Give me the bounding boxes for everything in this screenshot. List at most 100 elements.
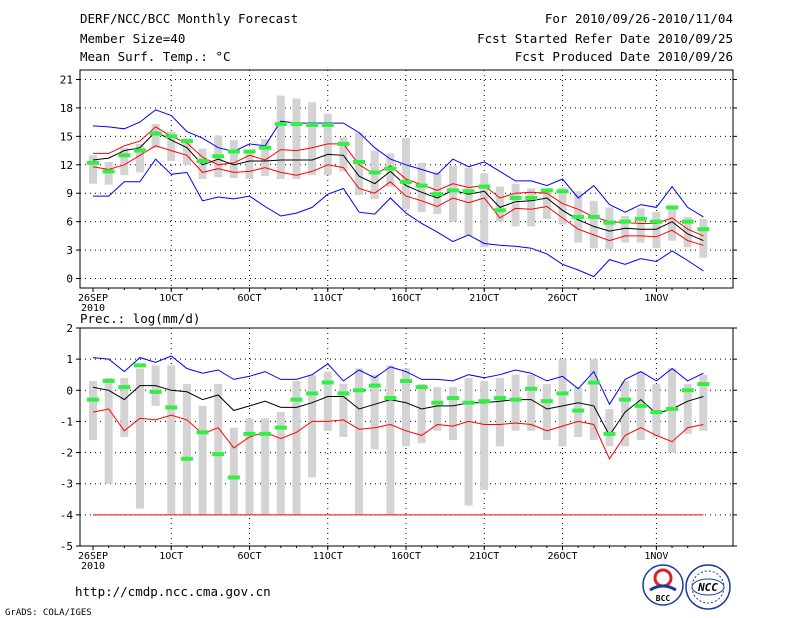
prec-ytick-label: 1 [66,353,73,366]
temp-box [167,131,176,161]
precip-label: Prec.: log(mm/d) [80,311,200,326]
prec-median-mark [243,431,256,436]
prec-box [308,374,317,478]
prec-box [370,374,379,450]
prec-median-mark [102,378,115,383]
temp-box [527,188,536,227]
prec-median-mark [634,403,647,408]
temp-box [151,124,160,148]
prec-box [167,365,176,515]
temp-box [668,207,677,241]
temp-median-mark [306,122,319,127]
temp-median-mark [353,159,366,164]
prec-box [527,374,536,431]
prec-median-mark [180,456,193,461]
temp-ytick-label: 0 [66,273,73,286]
temp-median-mark [525,195,538,200]
prec-median-mark [321,380,334,385]
temp-median-mark [634,216,647,221]
temp-median-mark [431,192,444,197]
prec-box [511,374,520,431]
prec-xtick-label: 16OCT [391,551,421,562]
prec-max-line [92,355,704,406]
temp-ytick-label: 15 [60,130,73,143]
prec-box [292,380,301,515]
prec-median-mark [462,400,475,405]
prec-median-mark [212,452,225,457]
prec-median-mark [196,430,209,435]
temp-median-mark [540,188,553,193]
prec-box [589,359,598,441]
temp-median-mark [368,170,381,175]
prec-median-mark [431,400,444,405]
temp-box [495,186,504,222]
temp-ytick-label: 12 [60,159,73,172]
prec-box [621,380,630,447]
temp-year-label: 2010 [81,303,105,314]
prec-median-mark [353,388,366,393]
produced-date: Fcst Produced Date 2010/09/26 [515,49,733,64]
prec-ytick-label: 0 [66,384,73,397]
temp-median-mark [118,153,131,158]
prec-median-mark [603,431,616,436]
temp-median-mark [384,166,397,171]
temp-median-mark [478,184,491,189]
prec-box [245,418,254,515]
temp-median-mark [462,189,475,194]
prec-median-mark [227,475,240,480]
temp-median-mark [446,188,459,193]
temp-xtick-label: 1OCT [159,293,183,304]
temperature-panel: 0 3 6 9 12 15 18 21 26SEP 1OCT 6OCT 11OCT 16OCT 21OCT… [60,69,737,314]
prec-box [214,384,223,515]
temp-ytick-label: 6 [66,216,73,229]
prec-xtick-label: 21OCT [469,551,499,562]
temp-median-mark [337,141,350,146]
temp-median-mark [666,205,679,210]
prec-median-mark [87,397,99,402]
prec-box [417,384,426,444]
prec-box [104,377,113,484]
ncc-logo: NCC [685,564,731,610]
temp-box [245,152,254,179]
prec-box [229,427,238,515]
temp-xtick-label: 26SEP [78,293,108,304]
temp-median-mark [227,149,240,154]
temp-median-mark [681,219,694,224]
prec-median-mark [446,396,459,401]
precipitation-panel: -5 -4 -3 -2 -1 0 1 2 26SEP 1OCT 6OCT 11OCT 16OCT 21OC… [60,322,737,572]
prec-box [120,377,129,437]
prec-box [448,387,457,441]
prec-median-mark [666,406,679,411]
prec-box [683,384,692,434]
prec-median-mark [384,396,397,401]
temp-box [402,138,410,210]
temp-xtick-label: 21OCT [469,293,499,304]
forecast-range: For 2010/09/26-2010/11/04 [545,11,733,26]
temp-median-mark [603,220,616,225]
prec-median-mark [540,399,553,404]
prec-median-mark [415,385,428,390]
prec-mean-line [92,385,704,437]
temp-box [292,98,301,179]
prec-median-mark [165,405,178,410]
temp-box [621,215,630,243]
temp-median-mark [619,219,632,224]
prec-box [464,377,473,506]
prec-ytick-label: -4 [60,509,74,522]
temp-ytick-label: 21 [60,73,73,86]
variable-label: Mean Surf. Temp.: °C [80,49,231,64]
prec-median-mark [118,385,131,390]
temp-median-mark [400,179,412,184]
member-size: Member Size=40 [80,31,185,46]
temp-xtick-label: 11OCT [313,293,343,304]
temp-median-mark [165,134,178,139]
prec-box [495,377,504,447]
temp-box [308,102,317,176]
temp-xtick-label: 1NOV [644,293,668,304]
source-url[interactable]: http://cmdp.ncc.cma.gov.cn [75,584,271,599]
prec-median-mark [368,383,381,388]
temp-median-mark [274,122,287,127]
temp-median-mark [180,139,193,144]
temp-ytick-label: 9 [66,187,73,200]
